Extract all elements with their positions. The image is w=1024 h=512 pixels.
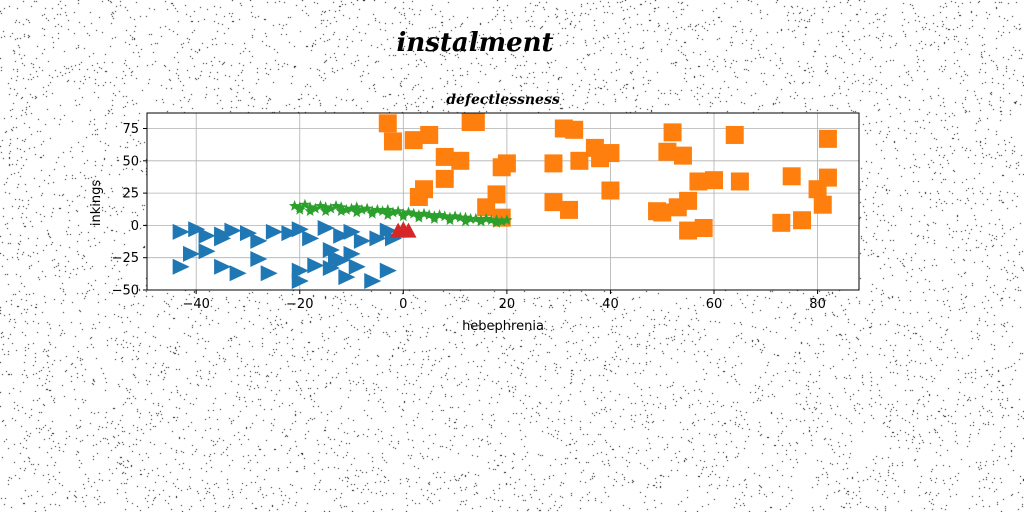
data-point [819, 130, 837, 148]
data-point [467, 113, 485, 131]
data-point [379, 114, 397, 132]
x-tick-label: 40 [602, 297, 619, 312]
data-point [653, 203, 671, 221]
data-point [560, 201, 578, 219]
data-point [384, 132, 402, 150]
chart-title: defectlessness [446, 92, 560, 108]
x-tick-label: 0 [399, 297, 407, 312]
data-point [570, 152, 588, 170]
data-point [658, 143, 676, 161]
data-point [679, 192, 697, 210]
data-point [420, 126, 438, 144]
data-point [436, 148, 454, 166]
x-axis-label: hebephrenia [462, 319, 544, 334]
y-axis-label: inkings [89, 180, 104, 226]
data-point [814, 196, 832, 214]
data-point [705, 171, 723, 189]
x-tick-label: 20 [499, 297, 516, 312]
data-point [819, 169, 837, 187]
data-point [679, 222, 697, 240]
y-tick-label: 50 [122, 154, 139, 169]
data-point [565, 121, 583, 139]
data-point [783, 167, 801, 185]
data-point [695, 219, 713, 237]
data-point [601, 144, 619, 162]
data-point [498, 154, 516, 172]
x-axis: −40 −20 0 20 40 60 80 [182, 290, 825, 312]
data-point [451, 152, 469, 170]
y-tick-label: −25 [112, 251, 139, 266]
y-tick-label: 25 [122, 187, 139, 202]
x-tick-label: 80 [809, 297, 826, 312]
data-point [731, 172, 749, 190]
data-point [544, 193, 562, 211]
data-point [601, 182, 619, 200]
data-point [415, 180, 433, 198]
y-tick-label: 75 [122, 122, 139, 137]
data-point [689, 172, 707, 190]
y-axis: −50 −25 0 25 50 75 [112, 122, 147, 298]
y-tick-label: 0 [131, 219, 139, 234]
data-point [772, 214, 790, 232]
data-point [436, 170, 454, 188]
data-point [793, 211, 811, 229]
data-point [664, 123, 682, 141]
x-tick-label: 60 [706, 297, 723, 312]
y-tick-label: −50 [112, 284, 139, 299]
x-tick-label: −40 [182, 297, 209, 312]
x-tick-label: −20 [286, 297, 313, 312]
data-point [726, 126, 744, 144]
data-point [544, 154, 562, 172]
data-point [674, 147, 692, 165]
data-point [405, 131, 423, 149]
